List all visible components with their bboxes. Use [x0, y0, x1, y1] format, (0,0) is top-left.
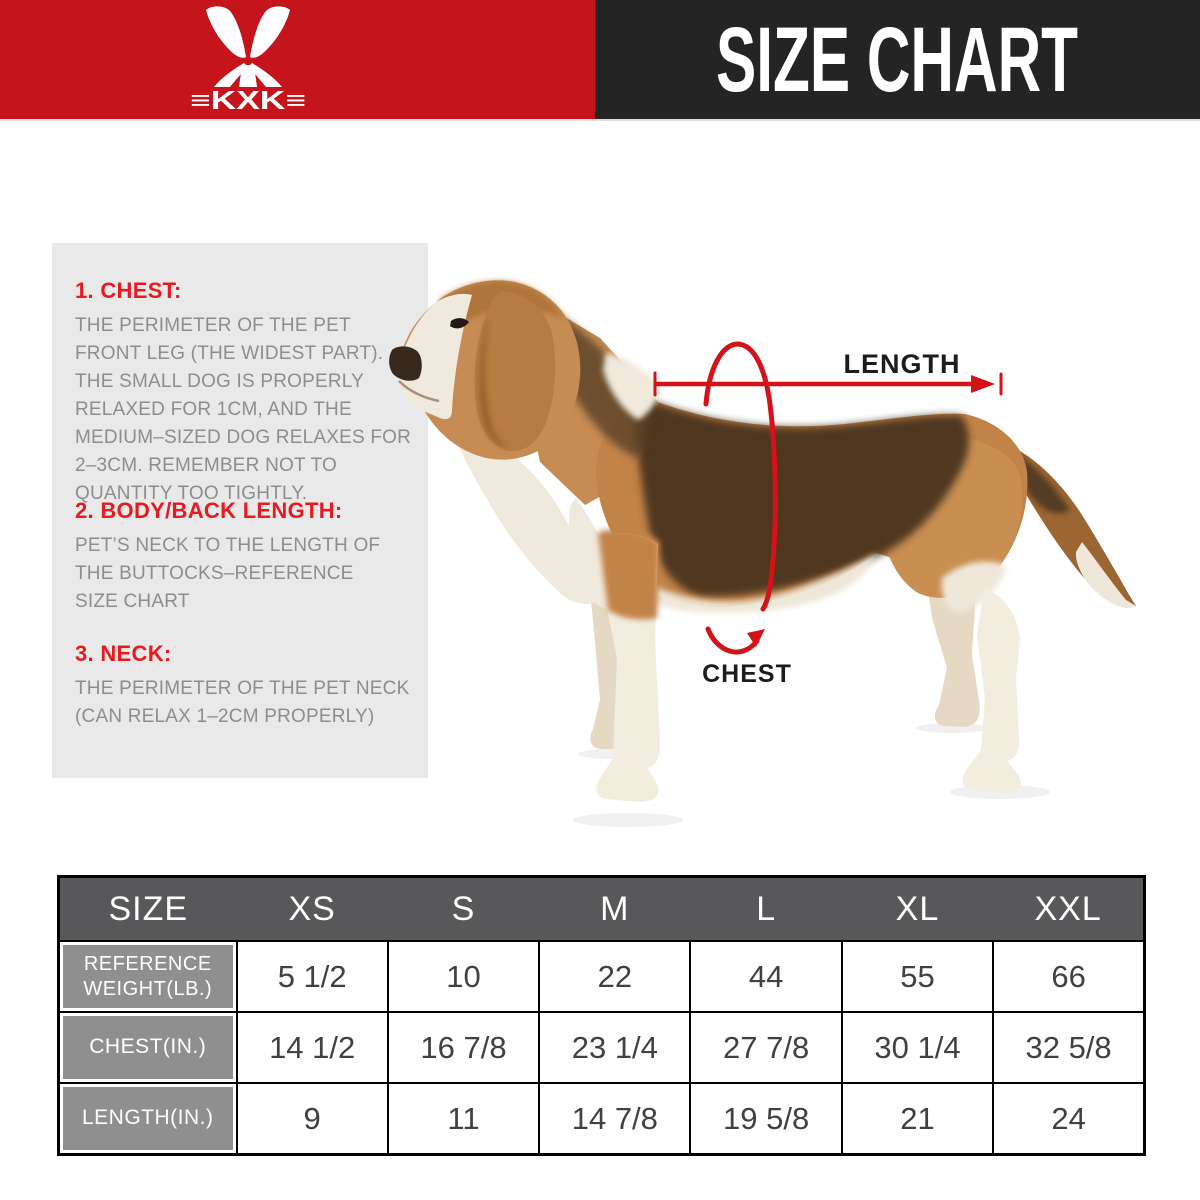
top-banner: ≡KXK≡ SIZE CHART — [0, 0, 1200, 121]
table-row: LENGTH(IN.) 9 11 14 7/8 19 5/8 21 24 — [57, 1082, 1146, 1156]
col-header-xs: XS — [236, 876, 388, 941]
dog-ear — [474, 291, 556, 452]
instruction-heading-body-length: 2. BODY/BACK LENGTH: — [75, 498, 343, 523]
length-s: 11 — [386, 1082, 541, 1156]
col-header-xl: XL — [841, 876, 994, 941]
length-label: LENGTH — [844, 349, 961, 379]
weight-xxl: 66 — [992, 940, 1146, 1013]
instruction-body-body-length: PET’S NECK TO THE LENGTH OF THE BUTTOCKS… — [75, 535, 381, 612]
weight-xs: 5 1/2 — [235, 940, 389, 1013]
instruction-heading-neck: 3. NECK: — [75, 641, 172, 666]
col-header-l: L — [690, 876, 842, 941]
length-xxl: 24 — [992, 1082, 1146, 1156]
chest-l: 27 7/8 — [689, 1011, 843, 1084]
table-row: REFERENCE WEIGHT(LB.) 5 1/2 10 22 44 55 … — [57, 940, 1146, 1013]
dog-eye — [450, 318, 469, 329]
row-label-weight: REFERENCE WEIGHT(LB.) — [57, 940, 238, 1013]
size-chart-title-wrap: SIZE CHART — [716, 9, 1078, 111]
chest-xs: 14 1/2 — [235, 1011, 389, 1084]
weight-xl: 55 — [840, 940, 995, 1013]
page-title: SIZE CHART — [716, 9, 1078, 111]
chest-label: CHEST — [702, 660, 792, 688]
measurement-annotations — [653, 341, 1003, 655]
instruction-body-chest: THE PERIMETER OF THE PET FRONT LEG (THE … — [75, 315, 412, 504]
beagle-illustration — [389, 280, 1136, 827]
col-header-m: M — [539, 876, 691, 941]
col-header-s: S — [387, 876, 540, 941]
chest-m: 23 1/4 — [538, 1011, 692, 1084]
length-xs: 9 — [235, 1082, 389, 1156]
chest-xl: 30 1/4 — [840, 1011, 995, 1084]
chest-arrow-curve — [705, 626, 760, 655]
length-l: 19 5/8 — [689, 1082, 843, 1156]
measuring-instructions-panel: 1. CHEST: THE PERIMETER OF THE PET FRONT… — [52, 243, 428, 778]
length-m: 14 7/8 — [538, 1082, 692, 1156]
brand-band: ≡KXK≡ — [0, 0, 595, 119]
length-xl: 21 — [840, 1082, 995, 1156]
size-table: SIZE XS S M L XL XXL REFERENCE WEIGHT(LB… — [57, 875, 1146, 1156]
weight-l: 44 — [689, 940, 843, 1013]
chest-arrowhead-icon — [747, 629, 765, 647]
col-header-xxl: XXL — [993, 876, 1145, 941]
row-label-length: LENGTH(IN.) — [57, 1082, 238, 1156]
chest-s: 16 7/8 — [386, 1011, 541, 1084]
table-row: CHEST(IN.) 14 1/2 16 7/8 23 1/4 27 7/8 3… — [57, 1011, 1146, 1084]
chest-girth-arc — [703, 341, 778, 612]
chest-xxl: 32 5/8 — [992, 1011, 1146, 1084]
title-band: SIZE CHART — [595, 0, 1200, 119]
row-label-chest: CHEST(IN.) — [57, 1011, 238, 1084]
instruction-heading-chest: 1. CHEST: — [75, 278, 182, 303]
weight-m: 22 — [538, 940, 692, 1013]
col-header-size: SIZE — [58, 876, 237, 941]
instruction-body-neck: THE PERIMETER OF THE PET NECK (CAN RELAX… — [75, 678, 410, 727]
logo-wordmark: ≡KXK≡ — [190, 85, 306, 113]
weight-s: 10 — [386, 940, 541, 1013]
kxk-logo-icon: ≡KXK≡ — [190, 6, 306, 113]
size-table-header-row: SIZE XS S M L XL XXL — [58, 876, 1145, 941]
length-arrowhead-icon — [971, 375, 995, 393]
